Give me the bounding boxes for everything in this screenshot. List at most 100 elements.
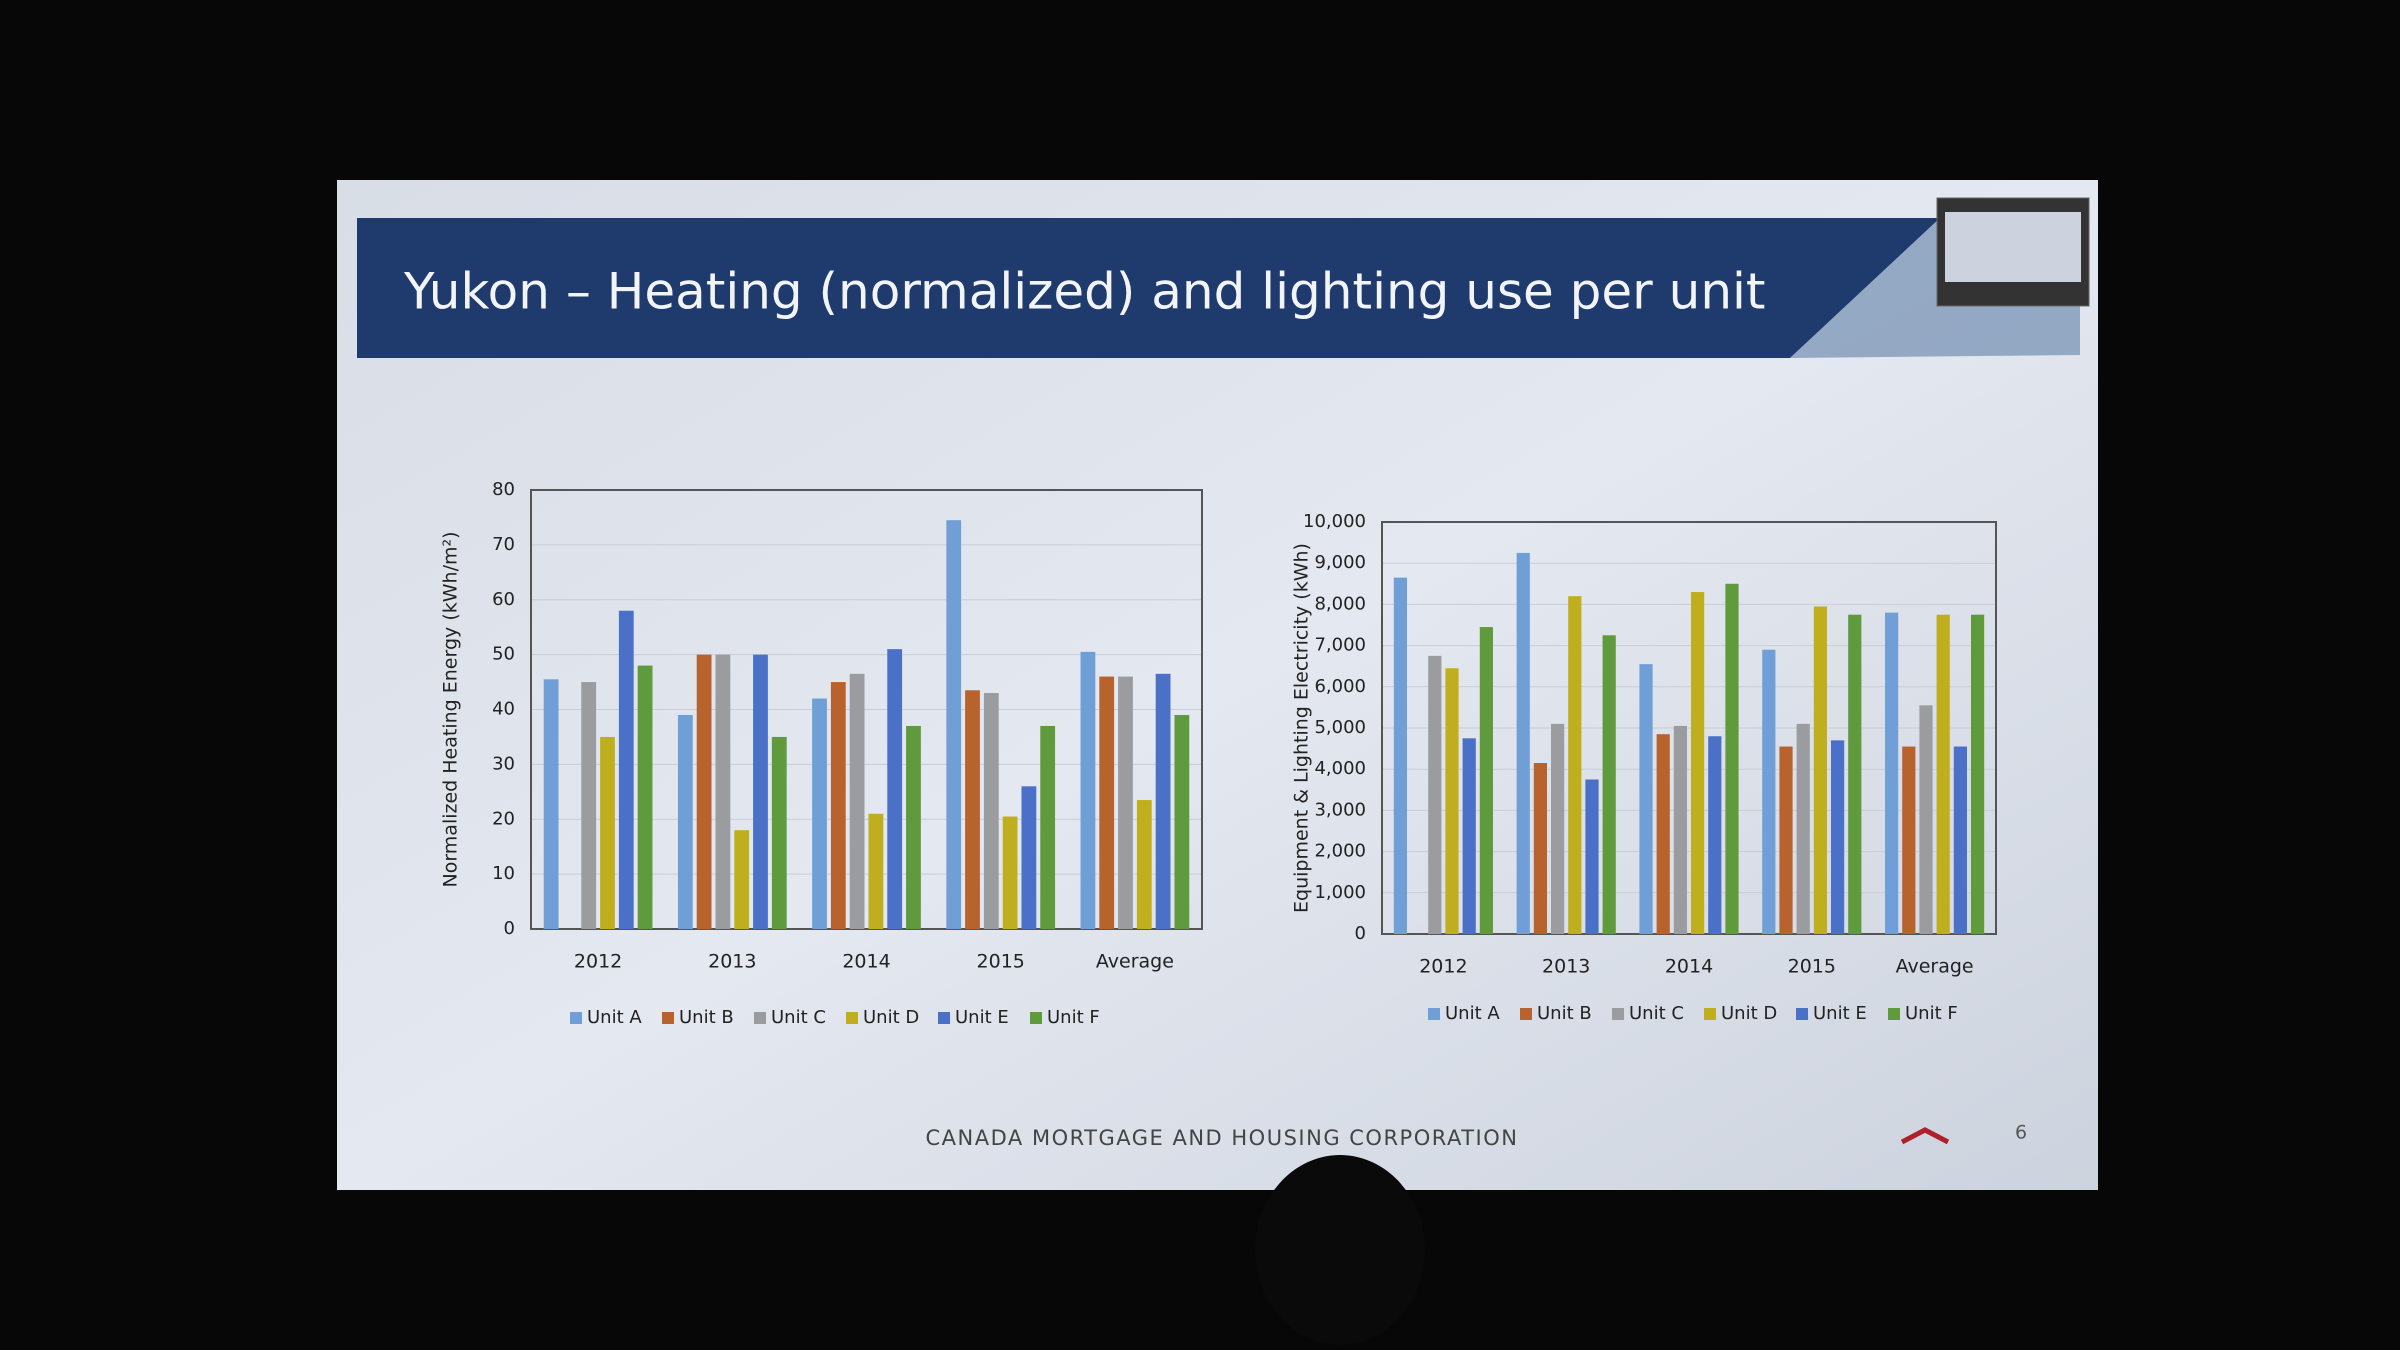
x-tick-label: 2015	[977, 951, 1025, 973]
bar	[1393, 577, 1408, 934]
footer: CANADA MORTGAGE AND HOUSING CORPORATION	[926, 1126, 1519, 1150]
bar	[1002, 816, 1018, 929]
bar	[1813, 606, 1827, 934]
bar	[946, 520, 962, 929]
legend-swatch	[1520, 1008, 1532, 1020]
bar	[1445, 668, 1459, 934]
y-tick-label: 30	[492, 753, 515, 774]
legend-swatch	[1704, 1008, 1716, 1020]
legend-label: Unit E	[955, 1007, 1009, 1028]
plot-frame	[530, 489, 1203, 930]
y-tick-label: 2,000	[1314, 841, 1366, 862]
bar	[1585, 779, 1599, 934]
plot-frame	[1381, 521, 1997, 935]
y-tick-label: 7,000	[1314, 635, 1366, 656]
bar	[906, 725, 921, 929]
slide-title: Yukon – Heating (normalized) and lightin…	[403, 263, 1766, 321]
bar	[618, 610, 634, 929]
y-tick-label: 40	[492, 699, 515, 720]
bar	[1428, 655, 1442, 934]
legend-label: Unit F	[1047, 1007, 1100, 1028]
bar	[1970, 614, 1985, 934]
legend-swatch	[662, 1012, 674, 1024]
legend-swatch	[1612, 1008, 1624, 1020]
bar	[1155, 673, 1171, 929]
bar	[1462, 738, 1476, 934]
bar	[1118, 676, 1133, 929]
legend-label: Unit B	[1537, 1003, 1592, 1024]
bar	[1762, 649, 1776, 934]
bar	[983, 693, 999, 929]
bar	[1479, 627, 1493, 934]
x-tick-label: 2014	[1665, 956, 1713, 978]
x-tick-label: 2012	[1419, 956, 1467, 978]
bar	[1796, 723, 1810, 934]
y-tick-label: 8,000	[1314, 593, 1366, 614]
y-tick-label: 3,000	[1314, 799, 1366, 820]
bar	[1080, 651, 1096, 929]
bar	[1953, 746, 1967, 934]
y-tick-label: 20	[492, 808, 515, 829]
legend-swatch	[1888, 1008, 1900, 1020]
legend-label: Unit E	[1813, 1003, 1867, 1024]
y-tick-label: 50	[492, 644, 515, 665]
legend-swatch	[570, 1012, 582, 1024]
bar	[1136, 800, 1152, 929]
bar	[1691, 592, 1705, 934]
y-axis-label: Normalized Heating Energy (kWh/m²)	[440, 531, 462, 887]
thumbnail-slide	[1945, 212, 2081, 282]
x-tick-label: Average	[1896, 956, 1974, 978]
y-tick-label: 4,000	[1314, 758, 1366, 779]
bar	[581, 682, 597, 929]
y-tick-label: 0	[504, 918, 515, 939]
legend-label: Unit C	[1629, 1003, 1684, 1024]
bar	[1848, 614, 1862, 934]
bar	[1902, 746, 1916, 934]
page-number: 6	[2015, 1122, 2027, 1144]
audience-head	[1255, 1155, 1425, 1345]
bar	[1516, 552, 1530, 934]
bar	[1099, 676, 1115, 929]
bar	[677, 714, 693, 929]
x-tick-label: 2014	[842, 951, 890, 973]
bar	[1919, 705, 1933, 934]
bar	[1639, 664, 1653, 934]
bar	[543, 679, 559, 929]
bar	[753, 654, 768, 929]
legend-swatch	[846, 1012, 858, 1024]
bar	[1708, 736, 1722, 934]
y-tick-label: 10,000	[1303, 511, 1366, 532]
bar	[734, 830, 750, 929]
bar	[1040, 725, 1056, 929]
bar	[1533, 763, 1548, 934]
bar	[965, 690, 980, 929]
legend-swatch	[1796, 1008, 1808, 1020]
bar	[600, 736, 615, 929]
y-tick-label: 60	[492, 589, 515, 610]
bar	[1021, 786, 1037, 929]
bar	[696, 654, 712, 929]
y-tick-label: 0	[1355, 923, 1366, 944]
bar	[830, 682, 846, 929]
y-tick-label: 5,000	[1314, 717, 1366, 738]
title-banner	[357, 218, 1940, 358]
y-tick-label: 1,000	[1314, 882, 1366, 903]
legend-label: Unit B	[679, 1007, 734, 1028]
y-tick-label: 10	[492, 863, 515, 884]
bar	[868, 813, 884, 929]
y-tick-label: 6,000	[1314, 676, 1366, 697]
legend-label: Unit A	[587, 1007, 642, 1028]
bar	[715, 654, 731, 929]
bar	[1673, 725, 1687, 934]
legend-label: Unit A	[1445, 1003, 1500, 1024]
bar	[812, 698, 827, 929]
bar	[1656, 734, 1670, 934]
y-tick-label: 80	[492, 479, 515, 500]
bar	[849, 673, 865, 929]
bar	[1725, 583, 1739, 934]
y-axis-label: Equipment & Lighting Electricity (kWh)	[1291, 543, 1313, 913]
bar	[1602, 635, 1616, 934]
logo	[1900, 1127, 1950, 1145]
